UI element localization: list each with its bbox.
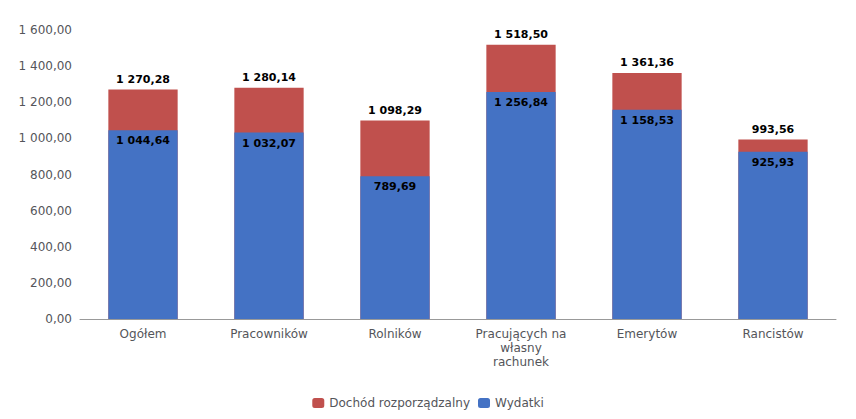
svg-text:1 361,36: 1 361,36 [620,56,674,69]
svg-text:Rolników: Rolników [368,327,421,341]
svg-text:własny: własny [500,341,542,355]
svg-text:200,00: 200,00 [30,276,72,290]
svg-text:789,69: 789,69 [374,180,416,193]
svg-text:1 158,53: 1 158,53 [620,114,674,127]
svg-text:Emerytów: Emerytów [617,327,678,341]
svg-text:Pracowników: Pracowników [230,327,308,341]
svg-text:400,00: 400,00 [30,240,72,254]
svg-text:Rancistów: Rancistów [742,327,803,341]
svg-text:1 098,29: 1 098,29 [368,104,422,117]
svg-text:1 044,64: 1 044,64 [116,134,170,147]
svg-text:Ogółem: Ogółem [120,327,167,341]
svg-text:1 400,00: 1 400,00 [19,59,72,73]
svg-text:0,00: 0,00 [45,312,72,326]
svg-text:1 032,07: 1 032,07 [242,137,296,150]
svg-text:1 200,00: 1 200,00 [19,95,72,109]
svg-text:Wydatki: Wydatki [495,396,544,410]
svg-text:1 518,50: 1 518,50 [494,28,548,41]
svg-text:rachunek: rachunek [493,355,549,369]
svg-text:800,00: 800,00 [30,168,72,182]
svg-text:925,93: 925,93 [752,156,794,169]
svg-text:600,00: 600,00 [30,204,72,218]
svg-text:1 000,00: 1 000,00 [19,131,72,145]
svg-text:993,56: 993,56 [752,123,795,136]
svg-text:Pracujących na: Pracujących na [476,327,567,341]
svg-text:Dochód rozporządzalny: Dochód rozporządzalny [329,396,470,410]
svg-text:1 600,00: 1 600,00 [19,23,72,37]
svg-text:1 270,28: 1 270,28 [116,73,170,86]
svg-text:1 280,14: 1 280,14 [242,71,296,84]
svg-text:1 256,84: 1 256,84 [494,96,548,109]
